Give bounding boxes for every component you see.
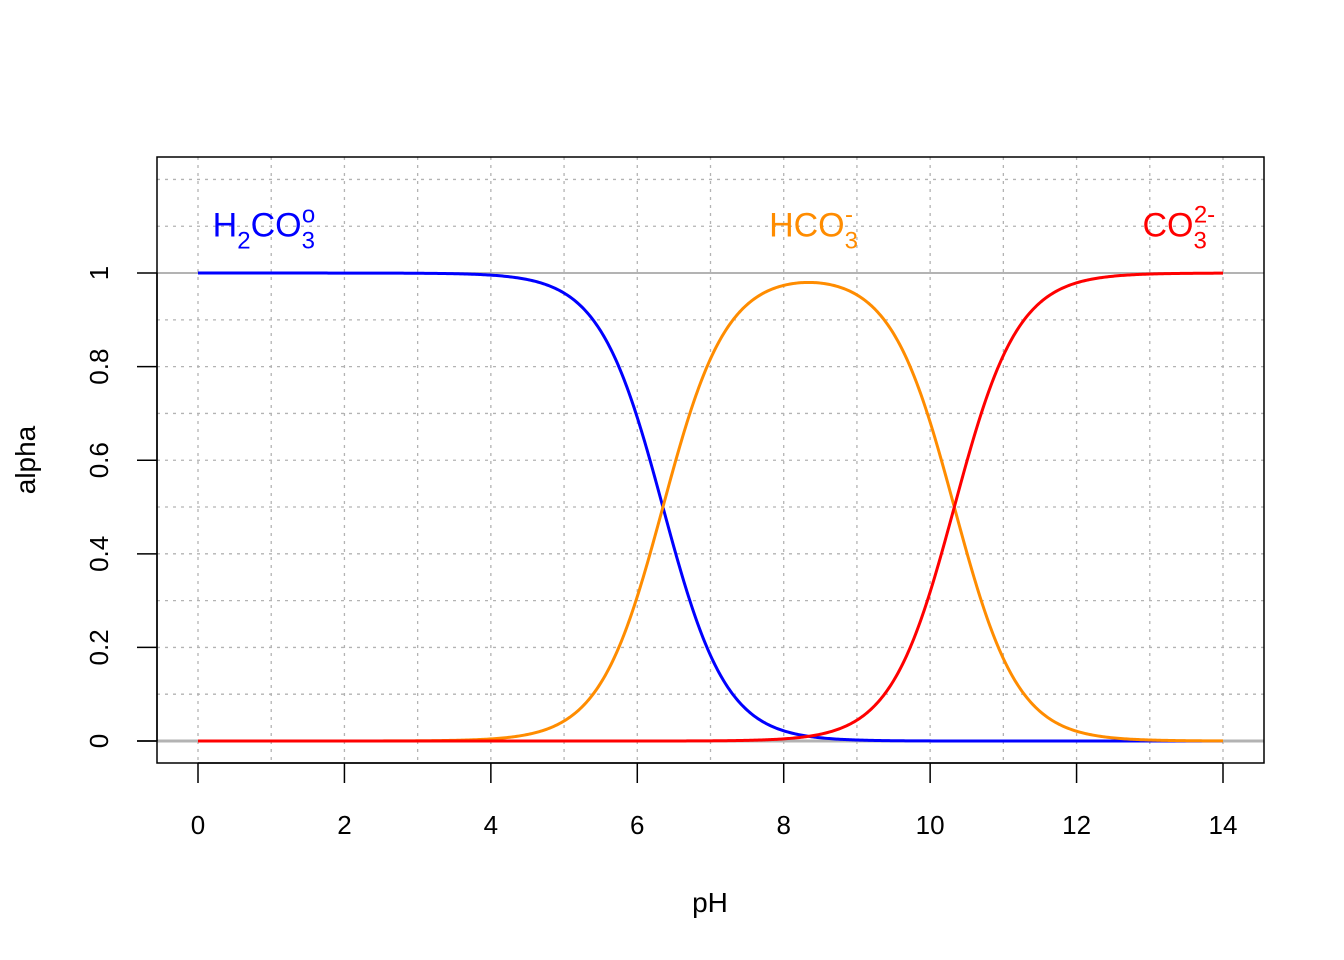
species-label-part: H bbox=[213, 206, 238, 244]
species-label-part: o bbox=[302, 201, 315, 228]
y-tick-label: 0.8 bbox=[84, 349, 114, 385]
species-label: H2CO3o bbox=[213, 201, 316, 254]
annotations: H2CO3o HCO3- CO32- bbox=[213, 201, 1216, 254]
x-tick-label: 10 bbox=[916, 810, 945, 840]
axes: 0 2 4 6 8 10 12 14 0 0.2 0.4 0.6 0.8 1 bbox=[84, 266, 1237, 840]
y-tick-label: 0.4 bbox=[84, 536, 114, 572]
y-tick-label: 1 bbox=[84, 266, 114, 280]
species-label-part: CO bbox=[1142, 206, 1193, 244]
series-line-h2co3 bbox=[198, 271, 1223, 743]
species-label-part: CO bbox=[251, 206, 302, 244]
y-tick-label: 0.6 bbox=[84, 442, 114, 478]
x-tick-label: 14 bbox=[1209, 810, 1238, 840]
x-tick-label: 12 bbox=[1062, 810, 1091, 840]
x-tick-label: 0 bbox=[191, 810, 205, 840]
grid bbox=[157, 157, 1264, 763]
x-axis-label: pH bbox=[692, 887, 728, 918]
y-tick-label: 0 bbox=[84, 734, 114, 748]
species-label-part: HCO bbox=[769, 206, 845, 244]
species-label-part: 3 bbox=[302, 227, 315, 254]
series-line-co3-2- bbox=[198, 271, 1224, 743]
x-tick-label: 2 bbox=[337, 810, 351, 840]
species-label-part: 2 bbox=[237, 227, 250, 254]
species-label: HCO3- bbox=[769, 201, 858, 254]
x-tick-label: 8 bbox=[776, 810, 790, 840]
species-label-part: - bbox=[845, 201, 853, 228]
x-tick-label: 4 bbox=[484, 810, 498, 840]
species-label-part: 3 bbox=[1193, 227, 1206, 254]
species-label-part: 2- bbox=[1194, 201, 1215, 228]
y-axis-label: alpha bbox=[10, 425, 41, 494]
species-label: CO32- bbox=[1142, 201, 1215, 254]
species-label-part: 3 bbox=[845, 227, 858, 254]
series-lines bbox=[198, 271, 1224, 743]
y-tick-label: 0.2 bbox=[84, 629, 114, 665]
x-tick-label: 6 bbox=[630, 810, 644, 840]
